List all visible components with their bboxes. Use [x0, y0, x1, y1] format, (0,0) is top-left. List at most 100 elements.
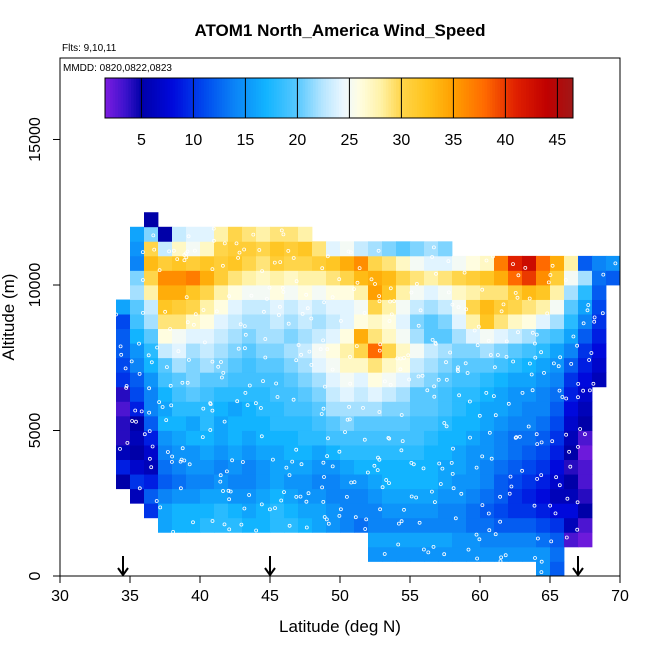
heatmap-cell: [158, 488, 173, 504]
observation-point: [176, 349, 181, 354]
heatmap-cell: [522, 343, 537, 359]
observation-point: [170, 454, 175, 459]
heatmap-cell: [312, 241, 327, 257]
observation-point: [436, 377, 441, 382]
heatmap-cell: [116, 328, 131, 344]
heatmap-cell: [228, 299, 243, 315]
heatmap-cell: [382, 517, 397, 533]
heatmap-cell: [536, 357, 551, 373]
colorbar-swatch: [281, 78, 285, 118]
observation-point: [243, 390, 248, 395]
observation-point: [165, 450, 170, 454]
observation-point: [291, 256, 296, 260]
colorbar-swatch: [385, 78, 389, 118]
observation-point: [459, 491, 464, 496]
colorbar-swatch: [279, 78, 283, 118]
observation-point: [564, 535, 569, 540]
heatmap-cell: [312, 503, 327, 519]
heatmap-cell: [186, 372, 201, 388]
observation-point: [387, 481, 391, 486]
heatmap-cell: [508, 459, 523, 475]
heatmap-cell: [522, 284, 537, 300]
heatmap-cell: [354, 299, 369, 315]
observation-point: [226, 488, 231, 493]
heatmap-cell: [466, 488, 481, 504]
heatmap-cell: [242, 372, 257, 388]
heatmap-cell: [200, 255, 215, 271]
heatmap-cell: [284, 459, 299, 475]
observation-point: [164, 365, 169, 370]
heatmap-cell: [186, 474, 201, 490]
observation-point: [546, 280, 551, 285]
heatmap-cell: [536, 459, 551, 475]
observation-point: [516, 273, 521, 278]
observation-point: [298, 494, 303, 499]
observation-point: [567, 449, 571, 454]
heatmap-cell: [396, 284, 411, 300]
heatmap-cell: [298, 328, 313, 344]
colorbar-swatch: [255, 78, 259, 118]
heatmap-cell: [368, 532, 383, 548]
heatmap-cell: [284, 386, 299, 402]
observation-point: [239, 522, 244, 527]
heatmap-cell: [172, 226, 187, 242]
colorbar-swatch: [547, 78, 550, 118]
colorbar-swatch: [237, 78, 241, 118]
observation-point: [171, 248, 176, 253]
heatmap-cell: [382, 546, 397, 562]
colorbar-swatch: [206, 78, 210, 118]
observation-point: [227, 527, 232, 532]
observation-point: [444, 424, 449, 429]
heatmap-cell: [298, 270, 313, 286]
heatmap-cell: [228, 372, 243, 388]
observation-point: [554, 475, 558, 480]
heatmap-cell: [144, 255, 159, 271]
heatmap-cell: [410, 270, 425, 286]
heatmap-cell: [438, 503, 453, 519]
heatmap-cell: [228, 517, 243, 533]
observation-point: [307, 349, 312, 354]
heatmap-cell: [564, 445, 579, 460]
heatmap-cell: [172, 255, 187, 271]
observation-point: [357, 266, 362, 271]
heatmap-cell: [242, 284, 257, 300]
observation-point: [476, 324, 481, 329]
observation-point: [513, 290, 518, 295]
heatmap-cell: [550, 386, 565, 402]
heatmap-cell: [172, 357, 187, 373]
observation-point: [430, 337, 435, 342]
heatmap-cell: [340, 241, 355, 257]
observation-point: [420, 373, 425, 378]
heatmap-cell: [466, 474, 481, 490]
heatmap-cell: [382, 328, 397, 344]
heatmap-cell: [438, 415, 453, 431]
heatmap-cell: [256, 226, 271, 242]
heatmap-cell: [200, 314, 215, 330]
heatmap-cell: [200, 488, 215, 504]
observation-point: [477, 413, 482, 418]
colorbar-swatch: [456, 78, 459, 118]
heatmap-cell: [242, 517, 257, 533]
heatmap-cell: [158, 386, 173, 402]
heatmap-cell: [438, 270, 453, 286]
observation-point: [200, 435, 205, 440]
observation-point: [260, 269, 265, 274]
observation-point: [548, 503, 552, 508]
observation-point: [291, 397, 296, 402]
heatmap-cell: [396, 241, 411, 257]
observation-point: [430, 255, 435, 259]
heatmap-cell: [312, 343, 327, 359]
heatmap-cell: [340, 255, 355, 271]
colorbar-swatch: [500, 78, 504, 118]
observation-point: [511, 359, 515, 364]
colorbar-swatch: [557, 78, 561, 118]
colorbar-swatch: [331, 78, 335, 118]
heatmap-cell: [354, 357, 369, 373]
heatmap-cell: [466, 445, 481, 460]
heatmap-cell: [340, 415, 355, 431]
colorbar-swatch: [250, 78, 254, 118]
observation-point: [586, 303, 591, 307]
heatmap-cell: [312, 401, 327, 417]
heatmap-cell: [326, 357, 341, 373]
heatmap-cell: [242, 241, 257, 257]
